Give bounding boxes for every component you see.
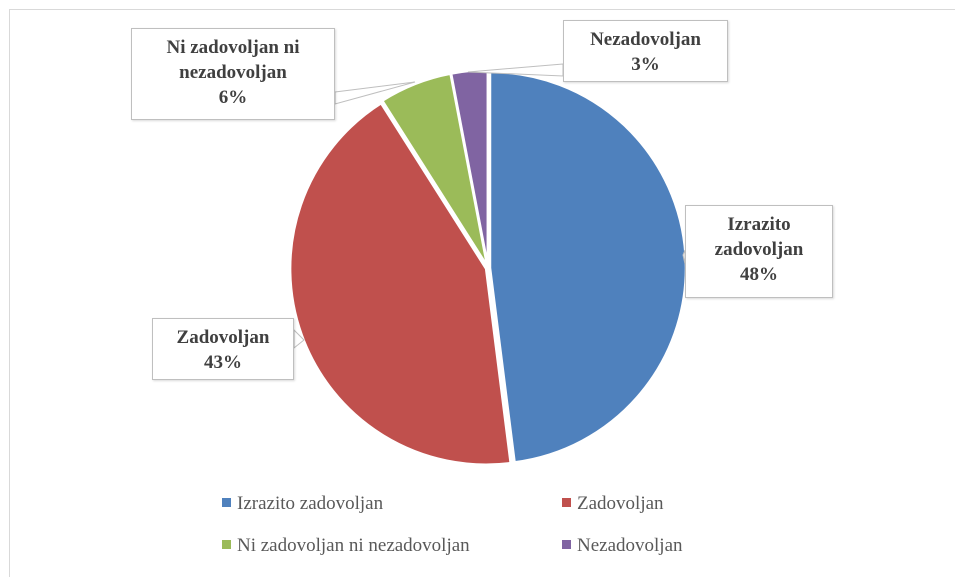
legend-item: Izrazito zadovoljan [222, 493, 383, 515]
legend-key [562, 540, 571, 550]
data-label-name: Nezadovoljan [590, 29, 701, 50]
data-label-name: Izrazito zadovoljan [714, 214, 804, 260]
legend-label: Izrazito zadovoljan [237, 493, 384, 514]
data-label: Izrazito zadovoljan 48% [685, 205, 833, 298]
data-label-value: 6% [218, 87, 248, 108]
pie-slice [488, 70, 688, 464]
legend-label: Ni zadovoljan ni nezadovoljan [237, 535, 470, 556]
data-label: Ni zadovoljan ni nezadovoljan 6% [131, 28, 335, 120]
data-label-value: 3% [631, 54, 660, 75]
legend-key [222, 498, 231, 508]
chart-border [9, 9, 955, 577]
legend-label: Zadovoljan [577, 493, 664, 514]
legend-item: Ni zadovoljan ni nezadovoljan [222, 535, 470, 557]
legend-item: Zadovoljan [562, 493, 664, 515]
pie-slice [288, 101, 513, 466]
callout-pointer [334, 81, 416, 105]
data-label: Nezadovoljan 3% [563, 20, 728, 82]
legend-key [562, 498, 571, 508]
legend-key [222, 540, 231, 550]
data-label-value: 48% [740, 264, 778, 285]
data-label: Zadovoljan 43% [152, 318, 294, 380]
data-label-name: Zadovoljan [176, 327, 270, 348]
data-label-value: 43% [204, 352, 242, 373]
legend-item: Nezadovoljan [562, 535, 683, 557]
callout-pointer [293, 328, 305, 350]
legend-label: Nezadovoljan [577, 535, 683, 556]
data-label-name: Ni zadovoljan ni nezadovoljan [166, 37, 300, 83]
